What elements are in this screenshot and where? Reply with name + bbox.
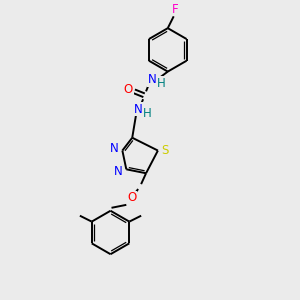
Text: O: O	[124, 83, 133, 96]
Text: S: S	[161, 144, 169, 157]
Text: H: H	[157, 77, 165, 90]
Text: N: N	[114, 165, 123, 178]
Text: H: H	[143, 106, 152, 119]
Text: O: O	[128, 191, 137, 204]
Text: N: N	[134, 103, 142, 116]
Text: N: N	[110, 142, 119, 155]
Text: N: N	[148, 73, 156, 86]
Text: F: F	[172, 3, 179, 16]
